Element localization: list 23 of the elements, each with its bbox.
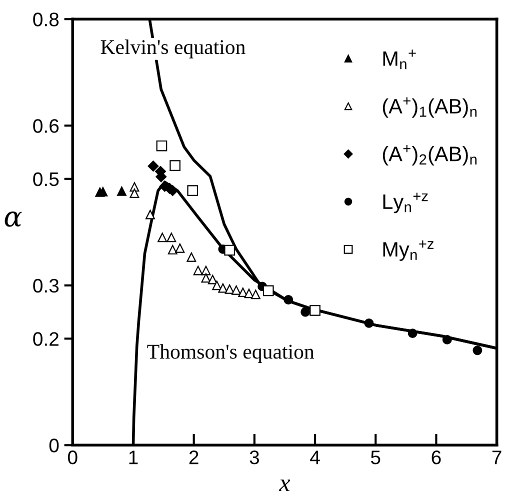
legend-label: (A$^{+}$)$_{1}$(AB)$_{n}$ — [382, 97, 477, 118]
y-tick-label: 0.3 — [33, 278, 59, 293]
legend-label: (A$^{+}$)$_{2}$(AB)$_{n}$ — [382, 145, 477, 166]
legend-label: M$_{n}$$^{+}$ — [383, 50, 416, 70]
x-tick-label: 7 — [492, 450, 502, 464]
x-tick-label: 3 — [250, 450, 259, 464]
x-tick-label: 4 — [310, 450, 320, 464]
x-tick-label: 6 — [432, 450, 441, 464]
x-tick-label: 5 — [371, 450, 380, 464]
x-tick-label: 2 — [189, 450, 198, 464]
x-axis-title: x — [278, 480, 290, 492]
legend-label: Ly$_{n}$$^{+z}$ — [383, 192, 428, 214]
annotation: Kelvin's equation — [100, 39, 246, 58]
y-tick-label: 0 — [49, 438, 59, 452]
y-tick-label: 0.8 — [33, 12, 59, 26]
x-tick-label: 1 — [129, 450, 138, 464]
y-tick-label: 0.6 — [33, 119, 59, 133]
y-tick-label: 0.2 — [33, 332, 58, 346]
annotation: Thomson's equation — [147, 344, 314, 364]
y-axis-title: α — [4, 212, 22, 227]
y-tick-label: 0.5 — [33, 172, 59, 186]
legend-label: My$_{n}$$^{+z}$ — [383, 240, 434, 261]
x-tick-label: 0 — [68, 450, 78, 464]
